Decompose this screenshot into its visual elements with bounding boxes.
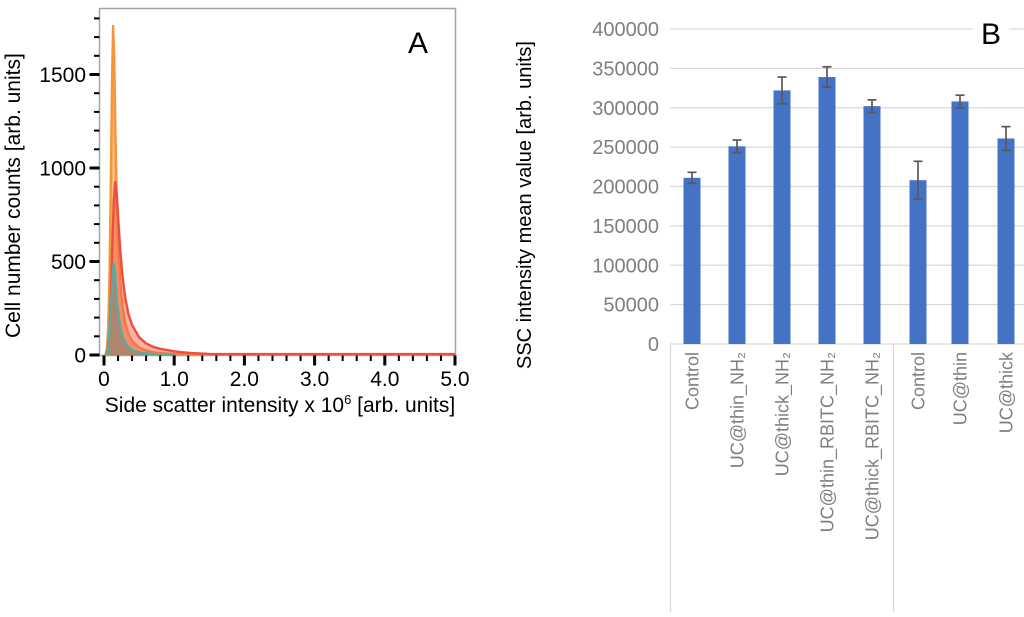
y-tick-label: 350000: [592, 58, 659, 80]
panel-a-letter: A: [408, 27, 429, 60]
x-tick-label: 4.0: [370, 368, 399, 391]
x-tick-label: 2.0: [230, 368, 259, 391]
bar-4: [818, 77, 836, 344]
bar-8: [997, 138, 1015, 344]
category-label-7: UC@thin: [951, 352, 971, 425]
y-tick-label: 250000: [592, 137, 659, 159]
y-tick-label: 100000: [592, 255, 659, 277]
x-tick-label: 5.0: [440, 368, 469, 391]
plot-frame: [98, 7, 457, 357]
y-tick-label: 0: [648, 334, 659, 356]
y-tick-labels: 0 50000 100000 150000 200000 250000 300000 3500…: [592, 19, 659, 356]
panel-b-letter: B: [973, 16, 1010, 54]
category-label-8: UC@thick: [997, 351, 1017, 433]
error-bars-group: [687, 65, 1011, 200]
x-tick-label: 3.0: [300, 368, 329, 391]
category-label-3: UC@thick_NH₂: [773, 352, 794, 476]
panel-a-x-axis-label-units: [arb. units]: [351, 394, 456, 417]
y-tick-label: 300000: [592, 98, 659, 120]
y-tick-label: 1500: [39, 64, 86, 87]
y-tick-label: 200000: [592, 177, 659, 199]
gridlines: [669, 28, 1024, 612]
bar-2: [728, 146, 746, 344]
y-tick-label: 0: [74, 345, 86, 368]
red-histogram-line: [104, 180, 455, 356]
panel-a-histogram-plot: 0 500 1000 1500 0 1.0 2.0 3.0 4.0 5.0: [39, 7, 470, 391]
panel-b-bar-chart: 0 50000 100000 150000 200000 250000 300000 3500…: [592, 19, 1024, 612]
series-group: [104, 24, 456, 356]
category-label-4: UC@thin_RBITC_NH₂: [818, 352, 839, 532]
panel-b-y-axis-label: SSC intensity mean value [arb. units]: [514, 41, 536, 369]
panel-a-x-axis-label: Side scatter intensity x 106 [arb. units…: [100, 392, 460, 418]
category-label-6: Control: [909, 352, 929, 410]
category-label-2: UC@thin_NH₂: [728, 352, 749, 468]
axis-ticks: [89, 17, 457, 366]
y-tick-label: 1000: [39, 158, 86, 181]
bar-5: [863, 106, 881, 344]
axis-tick-labels: 0 500 1000 1500 0 1.0 2.0 3.0 4.0 5.0: [39, 64, 469, 391]
panel-a-y-axis-label: Cell number counts [arb. units]: [2, 53, 25, 339]
panel-a-x-axis-label-text: Side scatter intensity x 10: [104, 394, 345, 417]
y-tick-label: 400000: [592, 19, 659, 41]
gray-teal-histogram-line: [104, 262, 175, 356]
y-tick-label: 150000: [592, 216, 659, 238]
x-tick-label: 0: [98, 368, 110, 391]
bars-group: [683, 77, 1015, 344]
category-labels: Control UC@thin_NH₂ UC@thick_NH₂ UC@thin_RB…: [683, 351, 1017, 540]
y-tick-label: 500: [51, 251, 86, 274]
bar-7: [951, 101, 969, 344]
bar-6: [909, 180, 927, 344]
bar-1: [683, 177, 701, 344]
bar-3: [773, 90, 791, 344]
category-label-5: UC@thick_RBITC_NH₂: [863, 352, 884, 540]
category-label-1: Control: [683, 352, 703, 410]
y-tick-label: 50000: [603, 295, 659, 317]
panel-a-x-axis-exponent: 6: [344, 392, 352, 407]
x-tick-label: 1.0: [160, 368, 189, 391]
